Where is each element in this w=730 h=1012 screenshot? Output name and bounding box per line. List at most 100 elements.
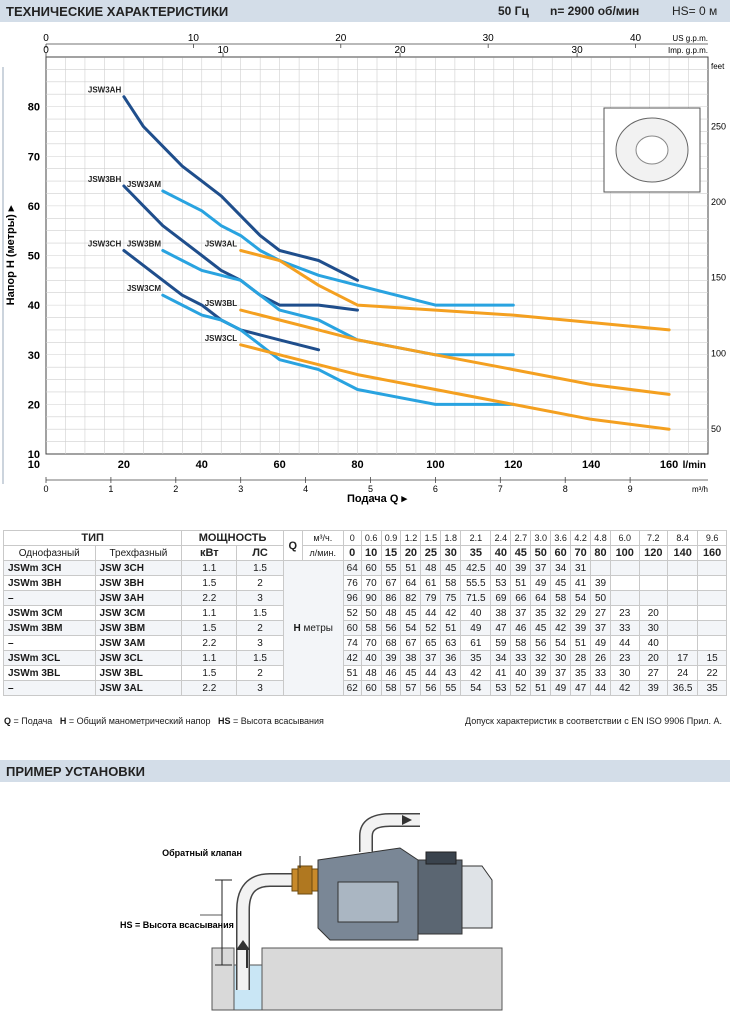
head-value-cell <box>609 575 640 591</box>
power-kw: 2.2 <box>181 590 238 606</box>
q-m3h-cell: 9.6 <box>697 530 727 546</box>
series-label-jsw3bm: JSW3BM <box>127 240 162 249</box>
head-value-cell: 90 <box>360 590 382 606</box>
h-label: H <box>293 622 304 634</box>
q-label: Q <box>282 530 303 561</box>
head-value-cell: 34 <box>490 650 512 666</box>
head-value-cell <box>667 605 699 621</box>
installation-diagram: Обратный клапан HS = Высота всасывания <box>120 813 503 1011</box>
single-phase-model: JSWm 3BL <box>3 665 96 681</box>
head-value-cell: 23 <box>609 650 640 666</box>
hs-label: HS = Высота всасывания <box>120 920 234 930</box>
head-value-cell: 23 <box>609 605 640 621</box>
head-value-cell: 55 <box>380 560 402 576</box>
head-value-cell: 39 <box>380 650 402 666</box>
head-value-cell: 54 <box>400 620 422 636</box>
power-hp: 3 <box>236 635 284 651</box>
head-value-cell: 38 <box>400 650 422 666</box>
three-phase-model: JSW 3AM <box>94 635 183 651</box>
us-tick-label: 30 <box>483 33 495 44</box>
power-hp: 2 <box>236 620 284 636</box>
single-phase-model: JSWm 3CL <box>3 650 96 666</box>
q-m3h-cell: 2.7 <box>510 530 532 546</box>
head-value-cell: 40 <box>510 665 532 681</box>
col-hp: ЛС <box>236 545 284 561</box>
series-label-jsw3ch: JSW3CH <box>88 240 122 249</box>
head-value-cell: 53 <box>490 575 512 591</box>
head-value-cell: 52 <box>510 680 532 696</box>
head-value-cell: 52 <box>342 605 362 621</box>
discharge-pipe <box>359 813 420 852</box>
q-m3h-cell: 3.0 <box>530 530 552 546</box>
head-value-cell: 33 <box>590 665 611 681</box>
x-tick-label: 100 <box>426 459 444 471</box>
q-lmin-cell: 80 <box>590 545 611 561</box>
head-value-cell: 44 <box>420 605 442 621</box>
head-value-cell: 50 <box>360 605 382 621</box>
head-value-cell: 51 <box>440 620 462 636</box>
head-value-cell: 40 <box>360 650 382 666</box>
m3h-tick-label: 8 <box>563 484 568 494</box>
q-lmin-cell: 100 <box>609 545 640 561</box>
unit-m3h: м³/ч. <box>301 530 344 546</box>
head-value-cell: 33 <box>510 650 532 666</box>
head-value-cell: 65 <box>420 635 442 651</box>
head-value-cell <box>667 620 699 636</box>
single-phase-model: JSWm 3BH <box>3 575 96 591</box>
head-value-cell: 42 <box>550 620 572 636</box>
legend-hs: HS <box>218 716 231 726</box>
head-value-cell: 45 <box>400 665 422 681</box>
head-value-cell: 45 <box>550 575 572 591</box>
series-label-jsw3am: JSW3AM <box>127 180 162 189</box>
head-value-cell <box>609 590 640 606</box>
three-phase-model: JSW 3BM <box>94 620 183 636</box>
power-kw: 1.5 <box>181 665 238 681</box>
head-value-cell: 55.5 <box>460 575 492 591</box>
head-value-cell: 31 <box>570 560 592 576</box>
m3h-tick-label: 9 <box>628 484 633 494</box>
us-tick-label: 0 <box>43 33 49 44</box>
head-value-cell: 64 <box>400 575 422 591</box>
q-lmin-cell: 50 <box>530 545 552 561</box>
install-band <box>0 760 730 782</box>
head-value-cell: 56 <box>380 620 402 636</box>
head-value-cell: 38 <box>490 605 512 621</box>
series-label-jsw3cl: JSW3CL <box>205 334 238 343</box>
head-value-cell: 36.5 <box>667 680 699 696</box>
table-row: JSWm 3BH JSW 3BH 1.5 2 76 70 67 64 61 58 55.5 53 51 4… <box>3 575 727 591</box>
series-label-jsw3bl: JSW3BL <box>205 299 238 308</box>
head-value-cell: 35 <box>570 665 592 681</box>
series-label-jsw3al: JSW3AL <box>205 240 238 249</box>
head-value-cell: 74 <box>342 635 362 651</box>
head-value-cell: 24 <box>667 665 699 681</box>
head-value-cell: 45 <box>400 605 422 621</box>
head-value-cell: 45 <box>530 620 552 636</box>
head-value-cell: 39 <box>590 575 611 591</box>
power-kw: 1.1 <box>181 560 238 576</box>
speed-label: n= 2900 об/мин <box>550 4 640 18</box>
x-origin-label: 10 <box>28 459 40 471</box>
head-value-cell: 22 <box>697 665 727 681</box>
q-lmin-cell: 45 <box>510 545 532 561</box>
head-value-cell: 75 <box>440 590 462 606</box>
x-tick-label: 80 <box>351 459 363 471</box>
series-line-jsw3ch <box>122 249 321 352</box>
head-value-cell: 42 <box>460 665 492 681</box>
y-tick-label: 40 <box>28 300 40 312</box>
head-value-cell <box>667 575 699 591</box>
x-tick-label: 20 <box>118 459 130 471</box>
x-tick-label: 160 <box>660 459 678 471</box>
head-value-cell <box>697 620 727 636</box>
y-tick-label: 80 <box>28 102 40 114</box>
legend-q-text: = Подача <box>13 716 53 726</box>
head-value-cell <box>609 560 640 576</box>
series-label-jsw3ah: JSW3AH <box>88 86 122 95</box>
head-value-cell: 42 <box>342 650 362 666</box>
head-value-cell: 96 <box>342 590 362 606</box>
q-m3h-cell: 2.4 <box>490 530 512 546</box>
series-line-jsw3bh <box>122 184 359 312</box>
head-value-cell: 37 <box>420 650 442 666</box>
q-m3h-cell: 0.6 <box>360 530 382 546</box>
head-value-cell <box>667 635 699 651</box>
head-value-cell: 58 <box>360 620 382 636</box>
